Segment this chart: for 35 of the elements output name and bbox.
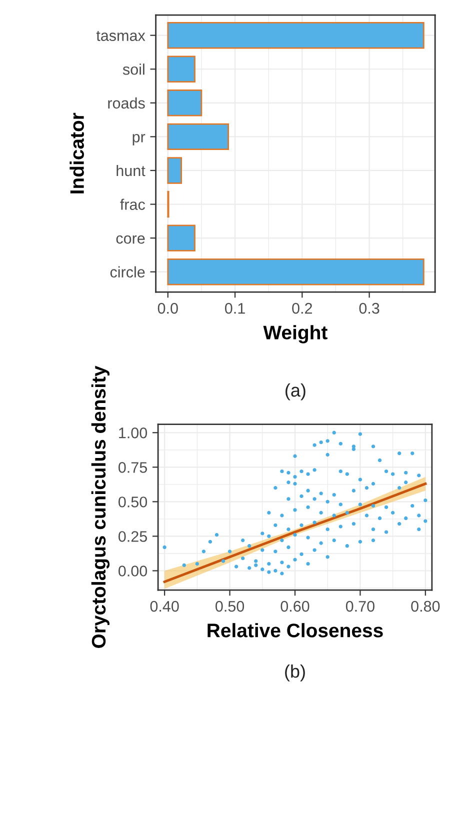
bar xyxy=(167,224,196,252)
text: (a) xyxy=(286,383,306,400)
y-axis-title: Oryctolagus cuniculus density xyxy=(91,366,110,648)
x-axis-title: Relative Closeness xyxy=(208,623,383,638)
bar xyxy=(167,22,424,49)
x-tick-label: 0.70 xyxy=(346,600,374,612)
bar xyxy=(167,123,230,150)
x-tick-label: 0.60 xyxy=(280,600,310,612)
x-tick-label: 0.40 xyxy=(150,600,179,612)
x-tick-label: 0.80 xyxy=(411,600,440,612)
y-tick-label: circle xyxy=(110,266,145,278)
x-tick-label: 0.1 xyxy=(225,302,245,314)
y-tick-label: roads xyxy=(108,97,145,109)
x-tick-label: 0.3 xyxy=(359,302,380,314)
x-tick-label: 0.0 xyxy=(158,302,178,314)
y-tick-label: 0.00 xyxy=(118,566,148,576)
y-tick-label: frac xyxy=(120,198,145,210)
y-axis-title: Indicator xyxy=(70,112,84,194)
y-tick-label: 0.50 xyxy=(118,496,148,508)
text: (b) xyxy=(285,664,305,682)
bar xyxy=(167,157,182,184)
y-tick-label: pr xyxy=(132,134,146,146)
x-tick-label: 0.50 xyxy=(216,600,244,612)
y-tick-label: 0.25 xyxy=(118,531,147,542)
y-tick-label: 0.75 xyxy=(118,462,147,473)
bar xyxy=(167,258,424,286)
y-tick-label: tasmax xyxy=(96,30,146,42)
bar xyxy=(167,56,196,82)
bar xyxy=(167,90,202,116)
y-tick-label: soil xyxy=(122,64,144,75)
y-tick-label: core xyxy=(116,235,145,244)
x-axis-title: Weight xyxy=(263,325,328,344)
x-tick-label: 0.2 xyxy=(292,302,312,314)
y-tick-label: hunt xyxy=(116,164,146,176)
y-tick-label: 1.00 xyxy=(119,428,148,438)
